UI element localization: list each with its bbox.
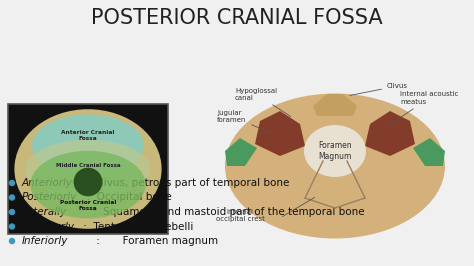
Text: Inferiorly: Inferiorly <box>22 236 68 246</box>
Ellipse shape <box>14 109 162 229</box>
Ellipse shape <box>30 151 146 218</box>
Text: Anterior Cranial
Fossa: Anterior Cranial Fossa <box>61 130 115 141</box>
Text: Superiorly: Superiorly <box>22 222 75 231</box>
Text: :  Tentorium cerebelli: : Tentorium cerebelli <box>80 222 193 231</box>
Text: Posteriorly: Posteriorly <box>22 193 77 202</box>
Polygon shape <box>365 111 415 156</box>
Ellipse shape <box>225 94 445 239</box>
Polygon shape <box>413 138 445 166</box>
Text: :       Foramen magnum: : Foramen magnum <box>80 236 218 246</box>
Text: Posterior Cranial
Fossa: Posterior Cranial Fossa <box>60 200 116 211</box>
Text: Middle Cranial Fossa: Middle Cranial Fossa <box>55 163 120 168</box>
Ellipse shape <box>26 140 150 198</box>
Text: Clivus: Clivus <box>350 83 408 95</box>
Ellipse shape <box>304 125 366 177</box>
Circle shape <box>9 181 15 185</box>
Text: Internal
occipital crest: Internal occipital crest <box>216 210 264 222</box>
Ellipse shape <box>73 168 102 196</box>
Text: :  Squamous and mastoid part of the temporal bone: : Squamous and mastoid part of the tempo… <box>80 207 365 217</box>
Text: Foramen
Magnum: Foramen Magnum <box>318 141 352 161</box>
Circle shape <box>9 224 15 229</box>
Ellipse shape <box>32 114 144 177</box>
Circle shape <box>9 239 15 243</box>
Text: Anteriorly: Anteriorly <box>22 178 73 188</box>
Bar <box>8 104 168 234</box>
Circle shape <box>9 210 15 214</box>
Text: Jugular
foramen: Jugular foramen <box>217 110 271 133</box>
Polygon shape <box>313 94 357 116</box>
Text: :  Clivus, petrous part of temporal bone: : Clivus, petrous part of temporal bone <box>80 178 289 188</box>
Circle shape <box>9 195 15 200</box>
Polygon shape <box>255 111 305 156</box>
Text: Hypoglossal
canal: Hypoglossal canal <box>235 88 291 117</box>
Polygon shape <box>225 138 257 166</box>
Text: :  Occipital bone: : Occipital bone <box>80 193 172 202</box>
Text: POSTERIOR CRANIAL FOSSA: POSTERIOR CRANIAL FOSSA <box>91 8 383 28</box>
Text: Internal acoustic
meatus: Internal acoustic meatus <box>387 92 458 126</box>
Text: Laterally: Laterally <box>22 207 67 217</box>
